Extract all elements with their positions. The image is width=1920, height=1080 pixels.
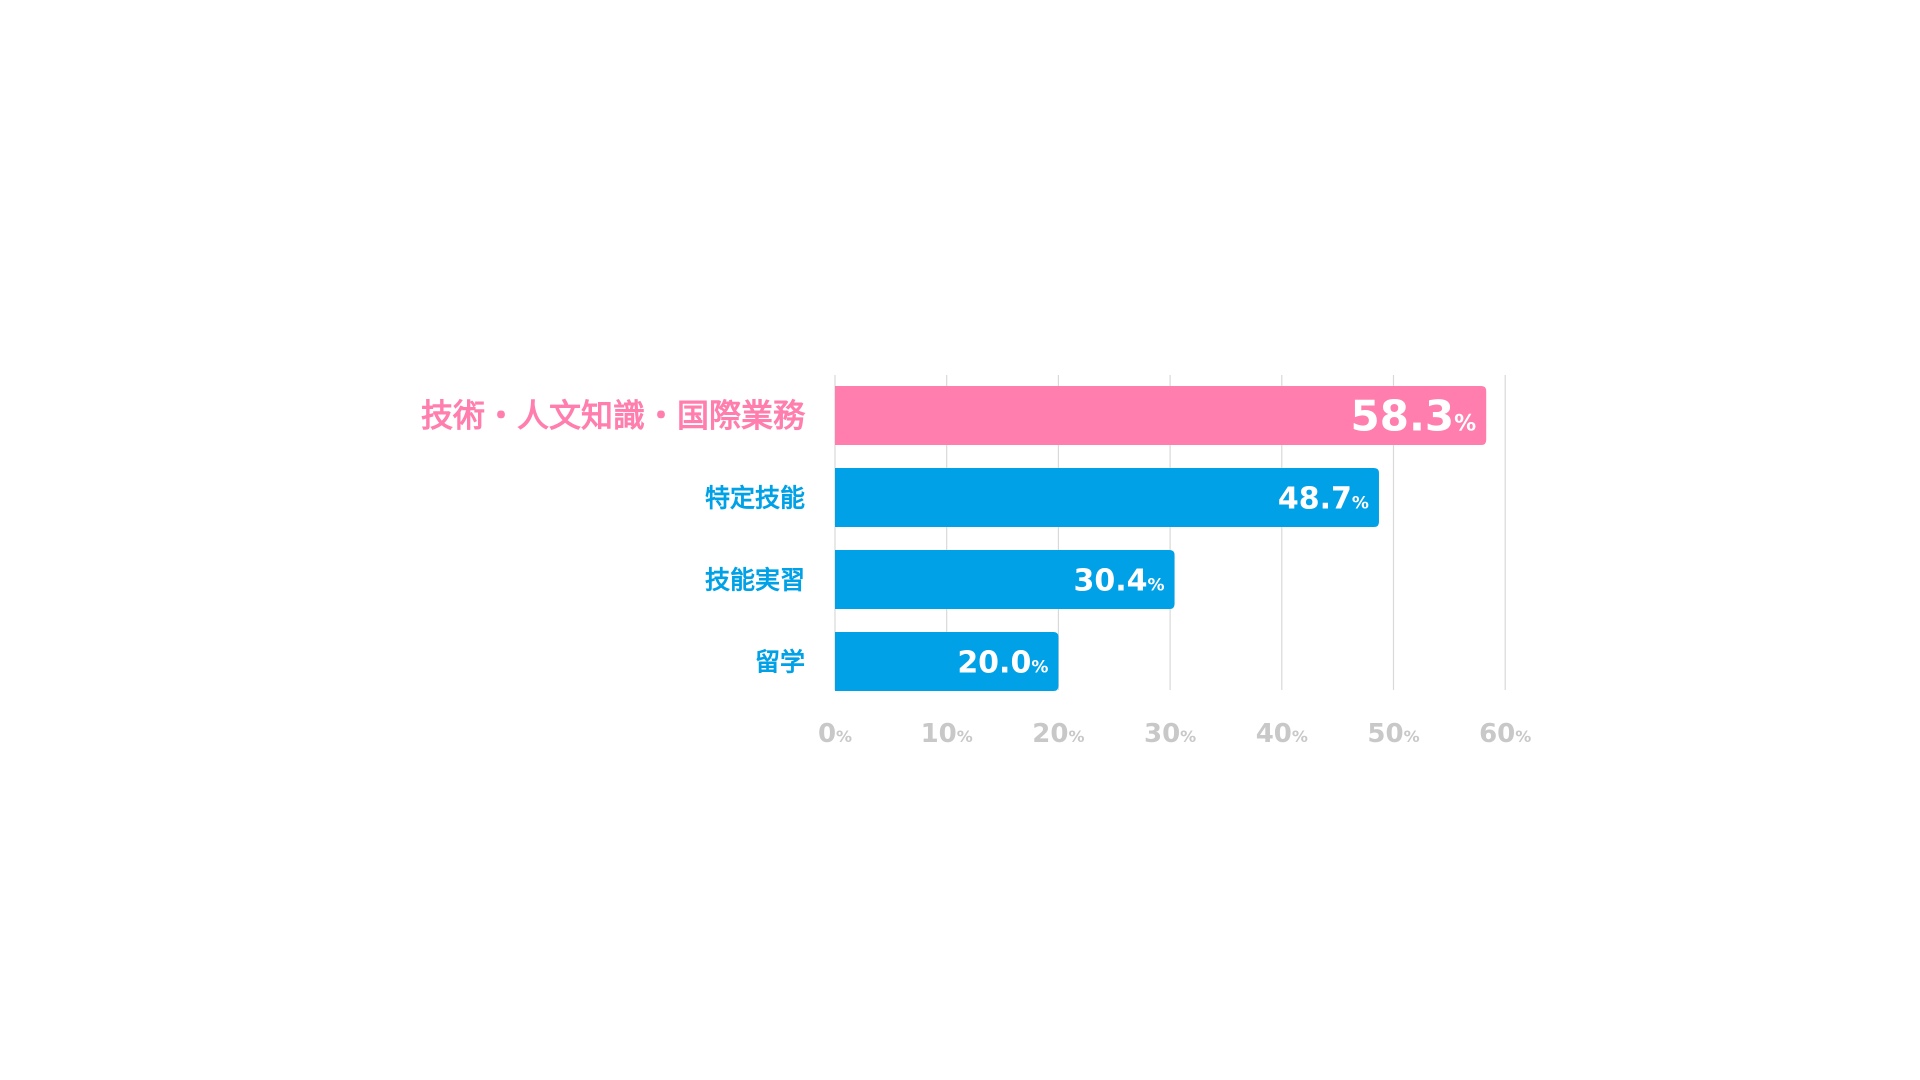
bar-2 xyxy=(835,550,1175,609)
value-label-3: 20.0% xyxy=(957,646,1048,681)
labels: 0% 10% 20% 30% 40% 50% 60% 58.3% 技術・人文知識・国際業務 48.… xyxy=(421,392,1531,750)
category-label-2: 技能実習 xyxy=(705,566,805,595)
value-label-0: 58.3% xyxy=(1351,392,1477,441)
value-label-2: 30.4% xyxy=(1073,564,1164,599)
bar-3 xyxy=(835,632,1059,691)
category-label-1: 特定技能 xyxy=(705,484,805,513)
value-label-1: 48.7% xyxy=(1278,482,1369,517)
tick-label-20: 20% xyxy=(1032,719,1084,749)
tick-label-60: 60% xyxy=(1479,719,1531,749)
bars xyxy=(835,386,1487,691)
tick-label-10: 10% xyxy=(921,719,973,749)
category-label-3: 留学 xyxy=(755,648,805,677)
bar-0 xyxy=(835,386,1487,445)
bar-1 xyxy=(835,468,1379,527)
tick-label-30: 30% xyxy=(1144,719,1196,749)
tick-label-0: 0% xyxy=(818,719,852,749)
category-label-0: 技術・人文知識・国際業務 xyxy=(421,397,806,435)
tick-label-50: 50% xyxy=(1367,719,1419,749)
tick-label-40: 40% xyxy=(1256,719,1308,749)
